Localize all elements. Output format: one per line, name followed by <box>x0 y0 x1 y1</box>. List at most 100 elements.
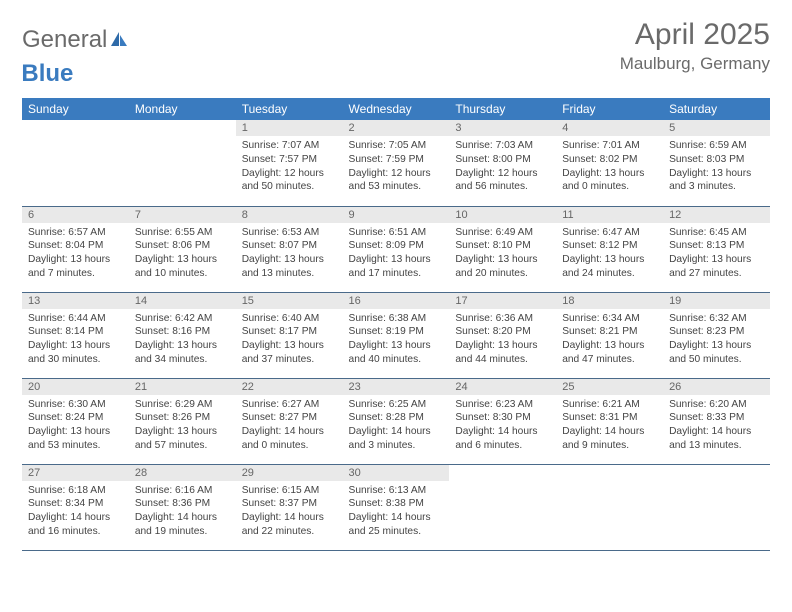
day-number: 5 <box>663 120 770 136</box>
day-cell: 20Sunrise: 6:30 AMSunset: 8:24 PMDayligh… <box>22 378 129 464</box>
sunrise-line: Sunrise: 6:34 AM <box>562 312 657 326</box>
day-cell: 29Sunrise: 6:15 AMSunset: 8:37 PMDayligh… <box>236 464 343 550</box>
sunset-line: Sunset: 8:16 PM <box>135 325 230 339</box>
sunset-line: Sunset: 8:28 PM <box>349 411 444 425</box>
daylight-line: Daylight: 13 hours and 0 minutes. <box>562 167 657 195</box>
day-details: Sunrise: 6:57 AMSunset: 8:04 PMDaylight:… <box>22 223 129 285</box>
sunrise-line: Sunrise: 6:32 AM <box>669 312 764 326</box>
empty-cell <box>129 120 236 206</box>
day-number: 19 <box>663 293 770 309</box>
sunrise-line: Sunrise: 6:29 AM <box>135 398 230 412</box>
title-block: April 2025 Maulburg, Germany <box>620 18 770 74</box>
calendar-row: 20Sunrise: 6:30 AMSunset: 8:24 PMDayligh… <box>22 378 770 464</box>
day-cell: 17Sunrise: 6:36 AMSunset: 8:20 PMDayligh… <box>449 292 556 378</box>
calendar-row: 6Sunrise: 6:57 AMSunset: 8:04 PMDaylight… <box>22 206 770 292</box>
day-cell: 22Sunrise: 6:27 AMSunset: 8:27 PMDayligh… <box>236 378 343 464</box>
day-cell: 12Sunrise: 6:45 AMSunset: 8:13 PMDayligh… <box>663 206 770 292</box>
daylight-line: Daylight: 13 hours and 17 minutes. <box>349 253 444 281</box>
sunset-line: Sunset: 8:00 PM <box>455 153 550 167</box>
sunrise-line: Sunrise: 6:47 AM <box>562 226 657 240</box>
sunset-line: Sunset: 7:59 PM <box>349 153 444 167</box>
day-cell: 10Sunrise: 6:49 AMSunset: 8:10 PMDayligh… <box>449 206 556 292</box>
day-details: Sunrise: 6:13 AMSunset: 8:38 PMDaylight:… <box>343 481 450 543</box>
daylight-line: Daylight: 13 hours and 53 minutes. <box>28 425 123 453</box>
sunrise-line: Sunrise: 7:03 AM <box>455 139 550 153</box>
location: Maulburg, Germany <box>620 54 770 74</box>
day-number: 29 <box>236 465 343 481</box>
sunset-line: Sunset: 8:09 PM <box>349 239 444 253</box>
day-details: Sunrise: 7:07 AMSunset: 7:57 PMDaylight:… <box>236 136 343 198</box>
sunset-line: Sunset: 8:33 PM <box>669 411 764 425</box>
day-details: Sunrise: 6:20 AMSunset: 8:33 PMDaylight:… <box>663 395 770 457</box>
sunrise-line: Sunrise: 6:21 AM <box>562 398 657 412</box>
daylight-line: Daylight: 13 hours and 10 minutes. <box>135 253 230 281</box>
empty-cell <box>663 464 770 550</box>
day-details: Sunrise: 6:51 AMSunset: 8:09 PMDaylight:… <box>343 223 450 285</box>
sunrise-line: Sunrise: 7:05 AM <box>349 139 444 153</box>
day-details: Sunrise: 6:53 AMSunset: 8:07 PMDaylight:… <box>236 223 343 285</box>
day-details: Sunrise: 7:05 AMSunset: 7:59 PMDaylight:… <box>343 136 450 198</box>
day-number: 24 <box>449 379 556 395</box>
day-number: 28 <box>129 465 236 481</box>
day-cell: 25Sunrise: 6:21 AMSunset: 8:31 PMDayligh… <box>556 378 663 464</box>
day-details: Sunrise: 6:16 AMSunset: 8:36 PMDaylight:… <box>129 481 236 543</box>
day-cell: 16Sunrise: 6:38 AMSunset: 8:19 PMDayligh… <box>343 292 450 378</box>
daylight-line: Daylight: 13 hours and 37 minutes. <box>242 339 337 367</box>
day-details: Sunrise: 6:40 AMSunset: 8:17 PMDaylight:… <box>236 309 343 371</box>
sunset-line: Sunset: 8:36 PM <box>135 497 230 511</box>
logo-text-blue: Blue <box>21 60 73 88</box>
day-cell: 24Sunrise: 6:23 AMSunset: 8:30 PMDayligh… <box>449 378 556 464</box>
weekday-header: Sunday <box>22 98 129 120</box>
weekday-header: Thursday <box>449 98 556 120</box>
daylight-line: Daylight: 14 hours and 22 minutes. <box>242 511 337 539</box>
month-title: April 2025 <box>620 18 770 52</box>
sunrise-line: Sunrise: 6:25 AM <box>349 398 444 412</box>
daylight-line: Daylight: 13 hours and 50 minutes. <box>669 339 764 367</box>
calendar-row: 13Sunrise: 6:44 AMSunset: 8:14 PMDayligh… <box>22 292 770 378</box>
sunset-line: Sunset: 8:31 PM <box>562 411 657 425</box>
day-number: 9 <box>343 207 450 223</box>
sunset-line: Sunset: 7:57 PM <box>242 153 337 167</box>
weekday-header: Friday <box>556 98 663 120</box>
day-cell: 2Sunrise: 7:05 AMSunset: 7:59 PMDaylight… <box>343 120 450 206</box>
weekday-header: Tuesday <box>236 98 343 120</box>
daylight-line: Daylight: 13 hours and 7 minutes. <box>28 253 123 281</box>
sunrise-line: Sunrise: 6:15 AM <box>242 484 337 498</box>
sunset-line: Sunset: 8:12 PM <box>562 239 657 253</box>
daylight-line: Daylight: 13 hours and 57 minutes. <box>135 425 230 453</box>
sunset-line: Sunset: 8:26 PM <box>135 411 230 425</box>
empty-cell <box>22 120 129 206</box>
day-details: Sunrise: 6:45 AMSunset: 8:13 PMDaylight:… <box>663 223 770 285</box>
day-details: Sunrise: 6:25 AMSunset: 8:28 PMDaylight:… <box>343 395 450 457</box>
day-details: Sunrise: 6:55 AMSunset: 8:06 PMDaylight:… <box>129 223 236 285</box>
sunrise-line: Sunrise: 6:40 AM <box>242 312 337 326</box>
day-details: Sunrise: 7:03 AMSunset: 8:00 PMDaylight:… <box>449 136 556 198</box>
sunrise-line: Sunrise: 6:27 AM <box>242 398 337 412</box>
day-cell: 11Sunrise: 6:47 AMSunset: 8:12 PMDayligh… <box>556 206 663 292</box>
day-details: Sunrise: 6:42 AMSunset: 8:16 PMDaylight:… <box>129 309 236 371</box>
day-number: 26 <box>663 379 770 395</box>
daylight-line: Daylight: 14 hours and 0 minutes. <box>242 425 337 453</box>
daylight-line: Daylight: 13 hours and 47 minutes. <box>562 339 657 367</box>
day-number: 18 <box>556 293 663 309</box>
day-cell: 3Sunrise: 7:03 AMSunset: 8:00 PMDaylight… <box>449 120 556 206</box>
day-cell: 6Sunrise: 6:57 AMSunset: 8:04 PMDaylight… <box>22 206 129 292</box>
day-cell: 19 Sunrise: 6:32 AMSunset: 8:23 PMDayligh… <box>663 292 770 378</box>
sunrise-line: Sunrise: 6:55 AM <box>135 226 230 240</box>
sunset-line: Sunset: 8:23 PM <box>669 325 764 339</box>
day-number: 12 <box>663 207 770 223</box>
day-number: 22 <box>236 379 343 395</box>
day-details: Sunrise: 6:27 AMSunset: 8:27 PMDaylight:… <box>236 395 343 457</box>
sunrise-line: Sunrise: 6:23 AM <box>455 398 550 412</box>
sunset-line: Sunset: 8:17 PM <box>242 325 337 339</box>
day-number: 2 <box>343 120 450 136</box>
empty-cell <box>556 464 663 550</box>
day-details: Sunrise: 6:29 AMSunset: 8:26 PMDaylight:… <box>129 395 236 457</box>
sunset-line: Sunset: 8:20 PM <box>455 325 550 339</box>
daylight-line: Daylight: 14 hours and 19 minutes. <box>135 511 230 539</box>
sunset-line: Sunset: 8:24 PM <box>28 411 123 425</box>
daylight-line: Daylight: 13 hours and 34 minutes. <box>135 339 230 367</box>
day-cell: 9Sunrise: 6:51 AMSunset: 8:09 PMDaylight… <box>343 206 450 292</box>
daylight-line: Daylight: 14 hours and 3 minutes. <box>349 425 444 453</box>
sunrise-line: Sunrise: 6:16 AM <box>135 484 230 498</box>
